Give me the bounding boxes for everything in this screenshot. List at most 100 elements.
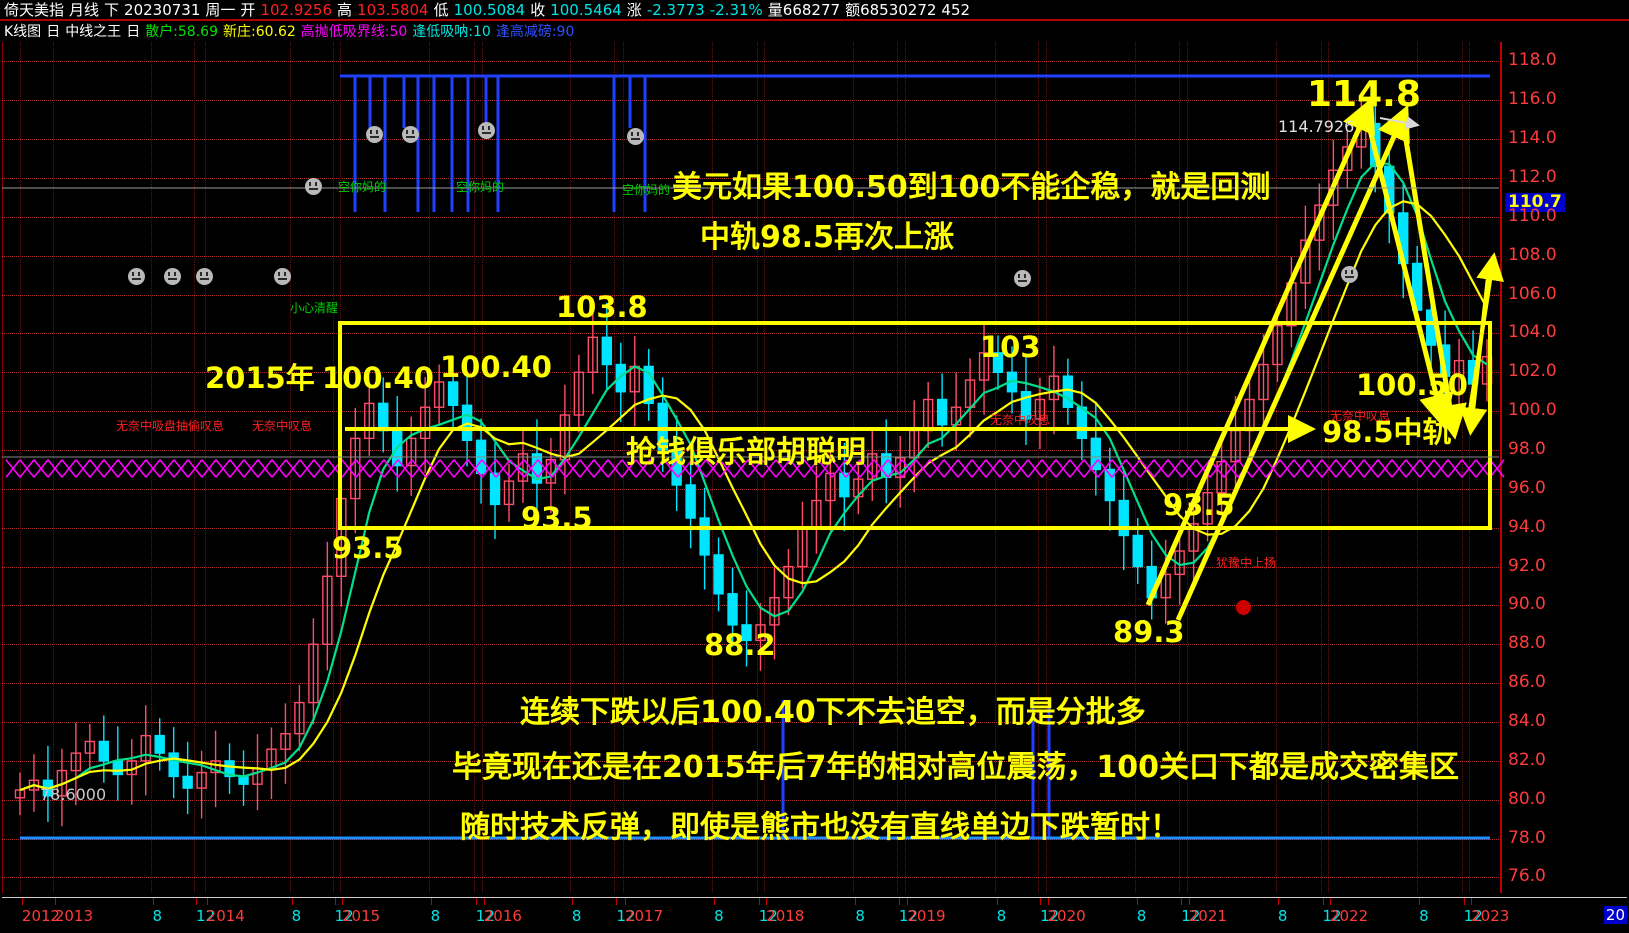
magenta-band-segment [5, 459, 21, 478]
indicator-field-7: 逢低吸呐:10 [412, 24, 491, 40]
candle-body [1020, 391, 1032, 420]
date-axis-label: 2018 [766, 907, 805, 925]
date-axis-label: 2023 [1471, 907, 1510, 925]
quote-field-17: 额68530272 [845, 1, 937, 19]
magenta-band-segment [187, 459, 203, 478]
candle-body [308, 643, 319, 704]
magenta-band-segment [1321, 459, 1337, 478]
note-red-1: 无奈中吸盘抽偷叹息 [116, 419, 225, 433]
magenta-band-segment [1475, 459, 1491, 478]
magenta-band-segment [1153, 459, 1169, 478]
date-axis-tick [430, 898, 432, 905]
date-axis-label: 12 [1040, 907, 1060, 925]
candle-body [28, 779, 40, 791]
label-114-7926: 114.7926 [1278, 117, 1355, 136]
price-axis-label: 110.0 [1508, 205, 1557, 226]
magenta-band-segment [565, 459, 581, 478]
date-axis-tick [196, 898, 198, 905]
magenta-band-segment [1041, 459, 1057, 478]
date-axis-label: 2020 [1047, 907, 1086, 925]
magenta-band-segment [943, 459, 959, 478]
magenta-band-segment [229, 459, 245, 478]
quote-header-bar: 倚天美指 月线下 20230731 周一开 102.9256 高 103.5804 低 100.… [0, 0, 1629, 21]
date-axis-tick [766, 898, 768, 905]
magenta-band-segment [1027, 459, 1043, 478]
candle-body [350, 437, 361, 500]
candle-body [489, 472, 501, 506]
magenta-band-segment [369, 459, 385, 478]
indicator-field-2: 中线之王 [65, 24, 122, 40]
candle-body [154, 734, 165, 754]
indicator-header-bar: K线图日中线之王日散户:58.69 新庄:60.62 高抛低吸界线:50 逢低吸呐:1… [0, 23, 1629, 42]
note-green-1: 空你妈的 [338, 180, 387, 194]
date-axis-tick [152, 898, 154, 905]
date-axis-tick [334, 898, 336, 905]
quote-field-13: 涨 [626, 1, 642, 19]
quote-field-6: 102.9256 [260, 1, 333, 19]
magenta-band-segment [215, 459, 231, 478]
candle-body [210, 760, 221, 774]
price-axis-label: 116.0 [1508, 89, 1557, 110]
smiley-marker [305, 178, 322, 195]
magenta-band-segment [355, 459, 371, 478]
price-axis-label: 106.0 [1508, 283, 1557, 304]
note-red-4: 无奈中叹息 [1330, 409, 1391, 423]
date-axis-label: 8 [855, 907, 865, 925]
date-axis-tick [898, 898, 900, 905]
magenta-band-segment [957, 459, 973, 478]
candle-body [503, 480, 515, 506]
date-axis-label: 8 [1419, 907, 1429, 925]
quote-field-12: 100.5464 [550, 1, 622, 19]
label-100-40-b: 100.40 [440, 350, 552, 384]
magenta-band-segment [929, 459, 945, 478]
price-axis-label: 94.0 [1508, 516, 1546, 537]
candle-body [294, 701, 305, 735]
candle-body [769, 596, 780, 626]
label-103: 103 [980, 330, 1041, 364]
smiley-marker [1341, 266, 1358, 283]
candle-body [573, 371, 585, 416]
candle-body [405, 437, 417, 467]
candle-body [1062, 375, 1074, 408]
candle-body [783, 565, 794, 599]
magenta-band-segment [509, 459, 525, 478]
magenta-band-segment [201, 459, 217, 478]
quote-field-5: 开 [240, 1, 256, 19]
candle-body [1342, 146, 1353, 171]
candle-body [755, 624, 766, 642]
price-axis-label: 76.0 [1508, 866, 1546, 887]
candle-body [238, 775, 249, 785]
axis-corner-tag: 20 [1603, 906, 1627, 924]
date-axis-label: 2015 [342, 907, 381, 925]
magenta-band-segment [887, 459, 903, 478]
candle-body [1104, 468, 1115, 502]
high-price-pointer [1379, 116, 1420, 130]
date-axis-tick [1136, 898, 1138, 905]
date-axis-tick [483, 898, 485, 905]
magenta-band-segment [145, 459, 161, 478]
date-axis-label: 2013 [54, 907, 94, 925]
magenta-band-segment [481, 459, 497, 478]
indicator-field-1: 日 [46, 24, 61, 40]
candle-body [1272, 324, 1283, 366]
magenta-band-segment [173, 459, 189, 478]
price-axis-label: 82.0 [1508, 749, 1546, 770]
smiley-marker [402, 126, 419, 143]
candle-body [992, 352, 1004, 373]
label-114-8: 114.8 [1307, 74, 1421, 115]
magenta-band-segment [1083, 459, 1099, 478]
magenta-band-segment [285, 459, 301, 478]
magenta-band-segment [411, 459, 427, 478]
label-98-5-midline: 98.5中轨 [1322, 415, 1452, 449]
magenta-band-segment [1055, 459, 1071, 478]
candle-body [741, 624, 752, 642]
magenta-band-segment [439, 459, 455, 478]
date-axis-tick [1047, 898, 1049, 905]
magenta-band-segment [1293, 459, 1309, 478]
smiley-marker [627, 128, 644, 145]
magenta-band-segment [1181, 459, 1197, 478]
headline-annotation-2: 中轨98.5再次上涨 [700, 220, 955, 255]
date-axis-label: 12 [758, 907, 778, 925]
magenta-band-segment [1349, 459, 1365, 478]
